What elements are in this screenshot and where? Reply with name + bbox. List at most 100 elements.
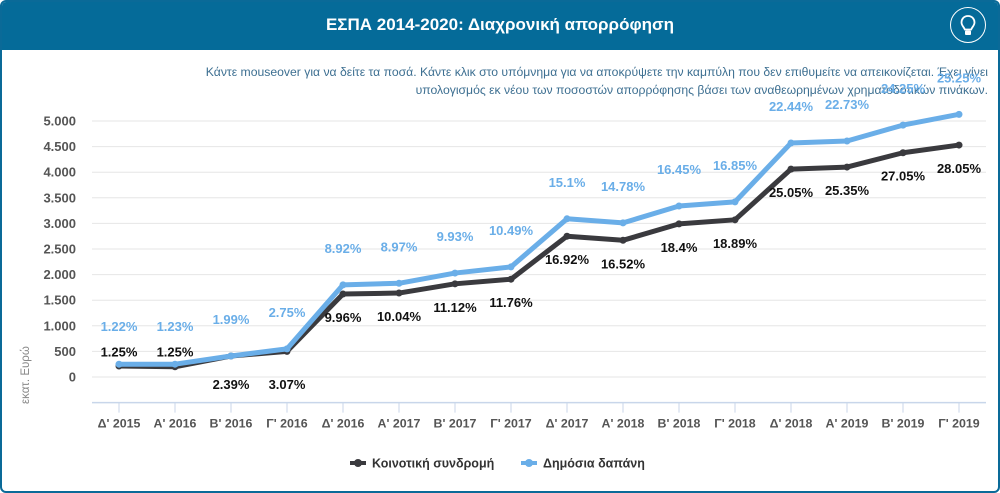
series-line-0[interactable] xyxy=(116,142,962,370)
blue-data-label: 24.25% xyxy=(881,81,926,96)
x-tick-label: Β' 2018 xyxy=(658,417,701,431)
x-tick-label: Α' 2016 xyxy=(154,417,197,431)
x-tick-label: Γ' 2016 xyxy=(266,417,308,431)
data-point[interactable] xyxy=(563,232,571,240)
blue-data-label: 22.44% xyxy=(769,99,814,114)
data-point[interactable] xyxy=(507,263,515,271)
lightbulb-icon[interactable] xyxy=(950,7,986,43)
data-point[interactable] xyxy=(339,290,347,298)
x-tick-label: Β' 2016 xyxy=(210,417,253,431)
x-tick-label: Β' 2019 xyxy=(882,417,925,431)
data-point[interactable] xyxy=(675,202,683,210)
y-tick-label: 4.500 xyxy=(43,139,76,154)
series-lines xyxy=(115,110,963,371)
grid-lines xyxy=(92,120,986,378)
x-tick-label: Γ' 2018 xyxy=(714,417,756,431)
legend-swatch-marker xyxy=(354,459,362,467)
data-point[interactable] xyxy=(619,219,627,227)
blue-data-label: 8.97% xyxy=(381,239,418,254)
data-point[interactable] xyxy=(619,236,627,244)
blue-data-label: 2.75% xyxy=(269,305,306,320)
data-point[interactable] xyxy=(731,198,739,206)
data-point[interactable] xyxy=(899,149,907,157)
y-tick-label: 1.500 xyxy=(43,293,76,308)
legend-item-1[interactable]: Δημόσια δαπάνη xyxy=(521,457,645,471)
data-point[interactable] xyxy=(563,215,571,223)
blue-data-label: 10.49% xyxy=(489,223,534,238)
data-point[interactable] xyxy=(395,289,403,297)
blue-data-label: 25.25% xyxy=(937,70,982,85)
x-tick-label: Δ' 2015 xyxy=(98,417,141,431)
x-tick-label: Δ' 2017 xyxy=(546,417,589,431)
y-tick-label: 3.000 xyxy=(43,216,76,231)
dark-data-label: 1.25% xyxy=(157,344,194,359)
note-line-1: Κάντε mouseover για να δείτε τα ποσά. Κά… xyxy=(205,65,988,79)
blue-data-label: 16.85% xyxy=(713,158,758,173)
dark-data-label: 27.05% xyxy=(881,169,926,184)
dark-data-label: 18.4% xyxy=(661,240,698,255)
data-point[interactable] xyxy=(899,121,907,129)
dark-data-label: 1.25% xyxy=(101,344,138,359)
data-point[interactable] xyxy=(171,360,179,368)
data-point[interactable] xyxy=(339,281,347,289)
dark-data-label: 2.39% xyxy=(213,377,250,392)
blue-data-label: 14.78% xyxy=(601,179,646,194)
y-tick-label: 0 xyxy=(69,370,76,385)
y-tick-label: 4.000 xyxy=(43,165,76,180)
x-tick-label: Δ' 2018 xyxy=(770,417,813,431)
blue-data-label: 22.73% xyxy=(825,97,870,112)
dark-data-label: 3.07% xyxy=(269,377,306,392)
data-point[interactable] xyxy=(227,352,235,360)
dark-data-label: 16.92% xyxy=(545,252,590,267)
blue-data-label: 1.99% xyxy=(213,312,250,327)
dark-data-label: 28.05% xyxy=(937,161,982,176)
y-axis-label: εκατ. Ευρώ xyxy=(20,346,32,404)
x-tick-label: Α' 2019 xyxy=(826,417,869,431)
data-point[interactable] xyxy=(115,360,123,368)
legend-item-0[interactable]: Κοινοτική συνδρομή xyxy=(350,457,494,471)
dark-data-label: 25.05% xyxy=(769,185,814,200)
data-point[interactable] xyxy=(507,275,515,283)
dark-data-label: 11.12% xyxy=(433,300,477,315)
blue-data-label: 15.1% xyxy=(549,175,586,190)
data-point[interactable] xyxy=(843,163,851,171)
data-point[interactable] xyxy=(451,280,459,288)
x-tick-label: Α' 2018 xyxy=(602,417,645,431)
dark-data-label: 11.76% xyxy=(489,295,533,310)
data-point[interactable] xyxy=(283,345,291,353)
dark-data-label: 25.35% xyxy=(825,183,870,198)
x-tick-label: Α' 2017 xyxy=(378,417,421,431)
note-line-2: υπολογισμός εκ νέου των ποσοστών απορρόφ… xyxy=(415,83,988,97)
dark-data-label: 18.89% xyxy=(713,236,758,251)
data-point[interactable] xyxy=(843,137,851,145)
y-tick-label: 2.000 xyxy=(43,267,76,282)
x-tick-label: Γ' 2019 xyxy=(938,417,980,431)
data-point[interactable] xyxy=(955,141,963,149)
data-point[interactable] xyxy=(675,220,683,228)
data-labels: 1.25% 1.25% 2.39% 3.07% 9.96% 10.04% 11.12% 11.… xyxy=(101,70,982,392)
data-point[interactable] xyxy=(395,279,403,287)
x-tick-label: Γ' 2017 xyxy=(490,417,532,431)
chart-title: ΕΣΠΑ 2014-2020: Διαχρονική απορρόφηση xyxy=(325,15,675,34)
card-header: ΕΣΠΑ 2014-2020: Διαχρονική απορρόφηση xyxy=(2,2,998,50)
data-point[interactable] xyxy=(451,269,459,277)
x-axis-ticks: Δ' 2015 Α' 2016 Β' 2016 Γ' 2016 Δ' 2016 Α' 20… xyxy=(98,402,980,431)
data-point[interactable] xyxy=(731,216,739,224)
data-point[interactable] xyxy=(955,110,963,118)
blue-data-label: 16.45% xyxy=(657,162,702,177)
blue-data-label: 1.22% xyxy=(101,319,138,334)
blue-data-label: 8.92% xyxy=(325,241,362,256)
y-tick-label: 5.000 xyxy=(43,114,76,129)
data-point[interactable] xyxy=(787,139,795,147)
dark-data-label: 16.52% xyxy=(601,256,646,271)
x-tick-label: Β' 2017 xyxy=(434,417,477,431)
dark-data-label: 9.96% xyxy=(325,310,362,325)
blue-data-label: 1.23% xyxy=(157,319,194,334)
legend-label: Δημόσια δαπάνη xyxy=(543,457,645,471)
data-point[interactable] xyxy=(787,165,795,173)
series-line-1[interactable] xyxy=(116,111,962,367)
y-tick-label: 3.500 xyxy=(43,190,76,205)
legend-swatch-marker xyxy=(525,459,533,467)
